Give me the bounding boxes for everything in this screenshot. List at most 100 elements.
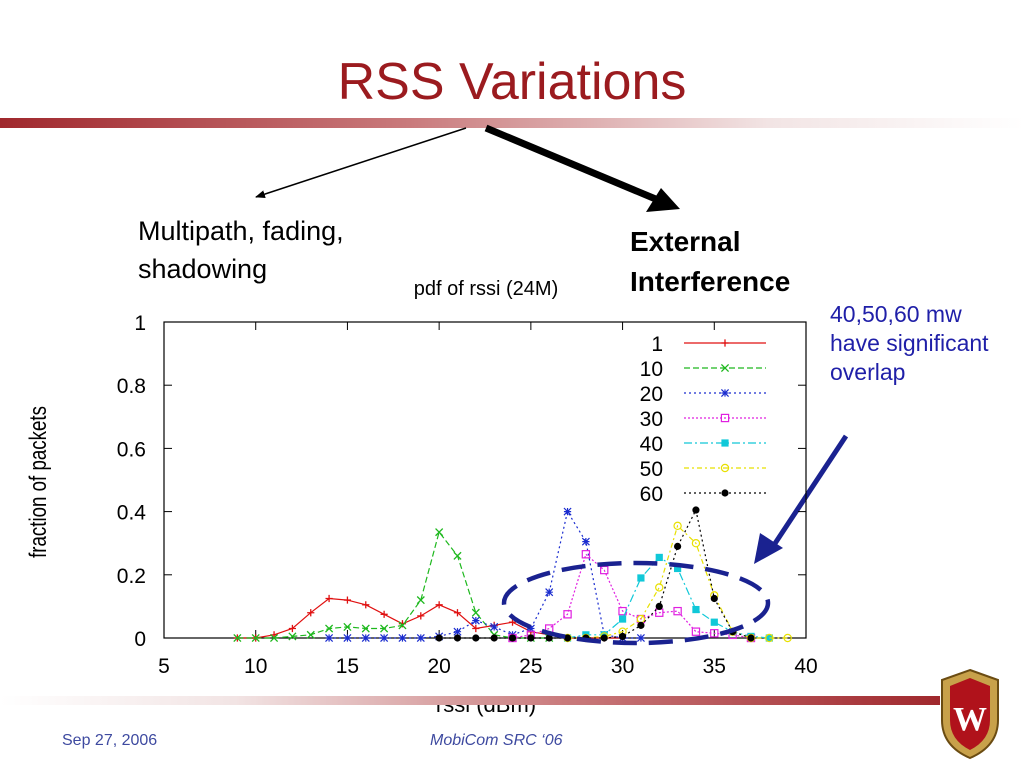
legend-marker (721, 439, 729, 447)
data-point (343, 633, 352, 643)
legend-label: 20 (640, 383, 663, 406)
series-60 (435, 506, 755, 642)
y-axis-label: fraction of packets (25, 406, 52, 558)
data-point (600, 634, 608, 642)
data-point (637, 574, 645, 582)
overlap-pointer-arrow (754, 434, 849, 564)
data-point (655, 583, 664, 592)
overlap-note: 40,50,60 mw have significant overlap (830, 301, 989, 385)
x-tick-label: 15 (336, 655, 359, 678)
data-point (435, 528, 444, 537)
data-point (618, 615, 627, 623)
plot-frame (163, 321, 807, 639)
data-point (343, 596, 352, 604)
data-point (435, 601, 443, 609)
data-point (398, 621, 407, 630)
legend-label: 10 (640, 358, 663, 381)
data-point (307, 609, 315, 617)
legend-label: 60 (640, 483, 663, 506)
data-point (471, 608, 480, 617)
data-point (361, 624, 370, 633)
y-tick-label: 0.8 (117, 375, 146, 398)
chart-title: pdf of rssi (24M) (414, 278, 558, 300)
x-tick-label: 20 (427, 655, 450, 678)
data-point (710, 618, 718, 626)
external-label-line2: Interference (630, 266, 791, 297)
data-point (325, 624, 334, 633)
data-point (527, 634, 535, 642)
data-point (526, 624, 535, 633)
data-point (453, 609, 462, 617)
legend-marker (721, 489, 729, 497)
legend-marker (720, 413, 730, 423)
data-point (637, 621, 645, 629)
legend-marker (720, 388, 730, 398)
multipath-label: Multipath, fading, shadowing (138, 212, 344, 288)
footer-date: Sep 27, 2006 (62, 732, 158, 749)
data-point (691, 539, 701, 548)
thick-arrow (484, 124, 680, 212)
data-point (380, 610, 388, 618)
data-point (563, 610, 572, 619)
legend-label: 30 (640, 408, 663, 431)
data-point (435, 634, 443, 642)
data-point (674, 542, 682, 550)
series-20 (325, 507, 645, 643)
external-label-line1: External (630, 226, 741, 257)
data-point (472, 624, 480, 633)
data-point (600, 565, 609, 575)
x-tick-label: 5 (158, 655, 170, 678)
y-tick-label: 0 (134, 628, 146, 651)
data-point (673, 606, 682, 616)
multipath-label-line1: Multipath, fading, (138, 216, 344, 246)
data-point (563, 634, 572, 642)
series-50 (563, 521, 792, 643)
series-line (439, 508, 752, 639)
data-point (508, 634, 517, 642)
data-point (325, 633, 334, 643)
data-point (416, 596, 425, 605)
footer-divider (0, 696, 940, 705)
data-point (288, 624, 296, 633)
data-point (233, 633, 242, 643)
data-point (453, 634, 462, 642)
data-point (692, 506, 700, 514)
series-line (567, 524, 788, 639)
data-point (471, 616, 480, 625)
data-point (362, 601, 370, 609)
data-point (710, 629, 719, 638)
data-point (325, 594, 333, 603)
data-point (453, 551, 462, 560)
data-point (765, 634, 773, 642)
y-tick-label: 0.2 (117, 565, 146, 588)
data-point (636, 633, 645, 643)
data-point (545, 588, 554, 597)
data-point (380, 633, 389, 643)
data-point (563, 507, 572, 516)
data-point (618, 632, 627, 641)
data-point (416, 633, 425, 643)
slide-title: RSS Variations (337, 53, 687, 111)
data-point (765, 633, 774, 643)
legend-marker (720, 463, 730, 473)
overlap-ellipse (501, 560, 771, 646)
data-point (674, 564, 682, 573)
data-point (581, 537, 590, 546)
data-point (545, 634, 553, 642)
data-point (655, 553, 663, 562)
data-point (673, 521, 682, 531)
data-point (783, 633, 792, 643)
external-interference-label: External Interference (630, 222, 790, 302)
data-point (380, 624, 389, 633)
data-point (692, 605, 700, 614)
data-point (453, 627, 462, 636)
series-line (329, 510, 641, 639)
y-tick-label: 0.6 (117, 438, 146, 461)
x-tick-label: 25 (519, 655, 542, 678)
data-point (490, 634, 498, 642)
data-point (581, 550, 591, 559)
legend-label: 40 (640, 433, 663, 456)
data-point (691, 627, 701, 636)
